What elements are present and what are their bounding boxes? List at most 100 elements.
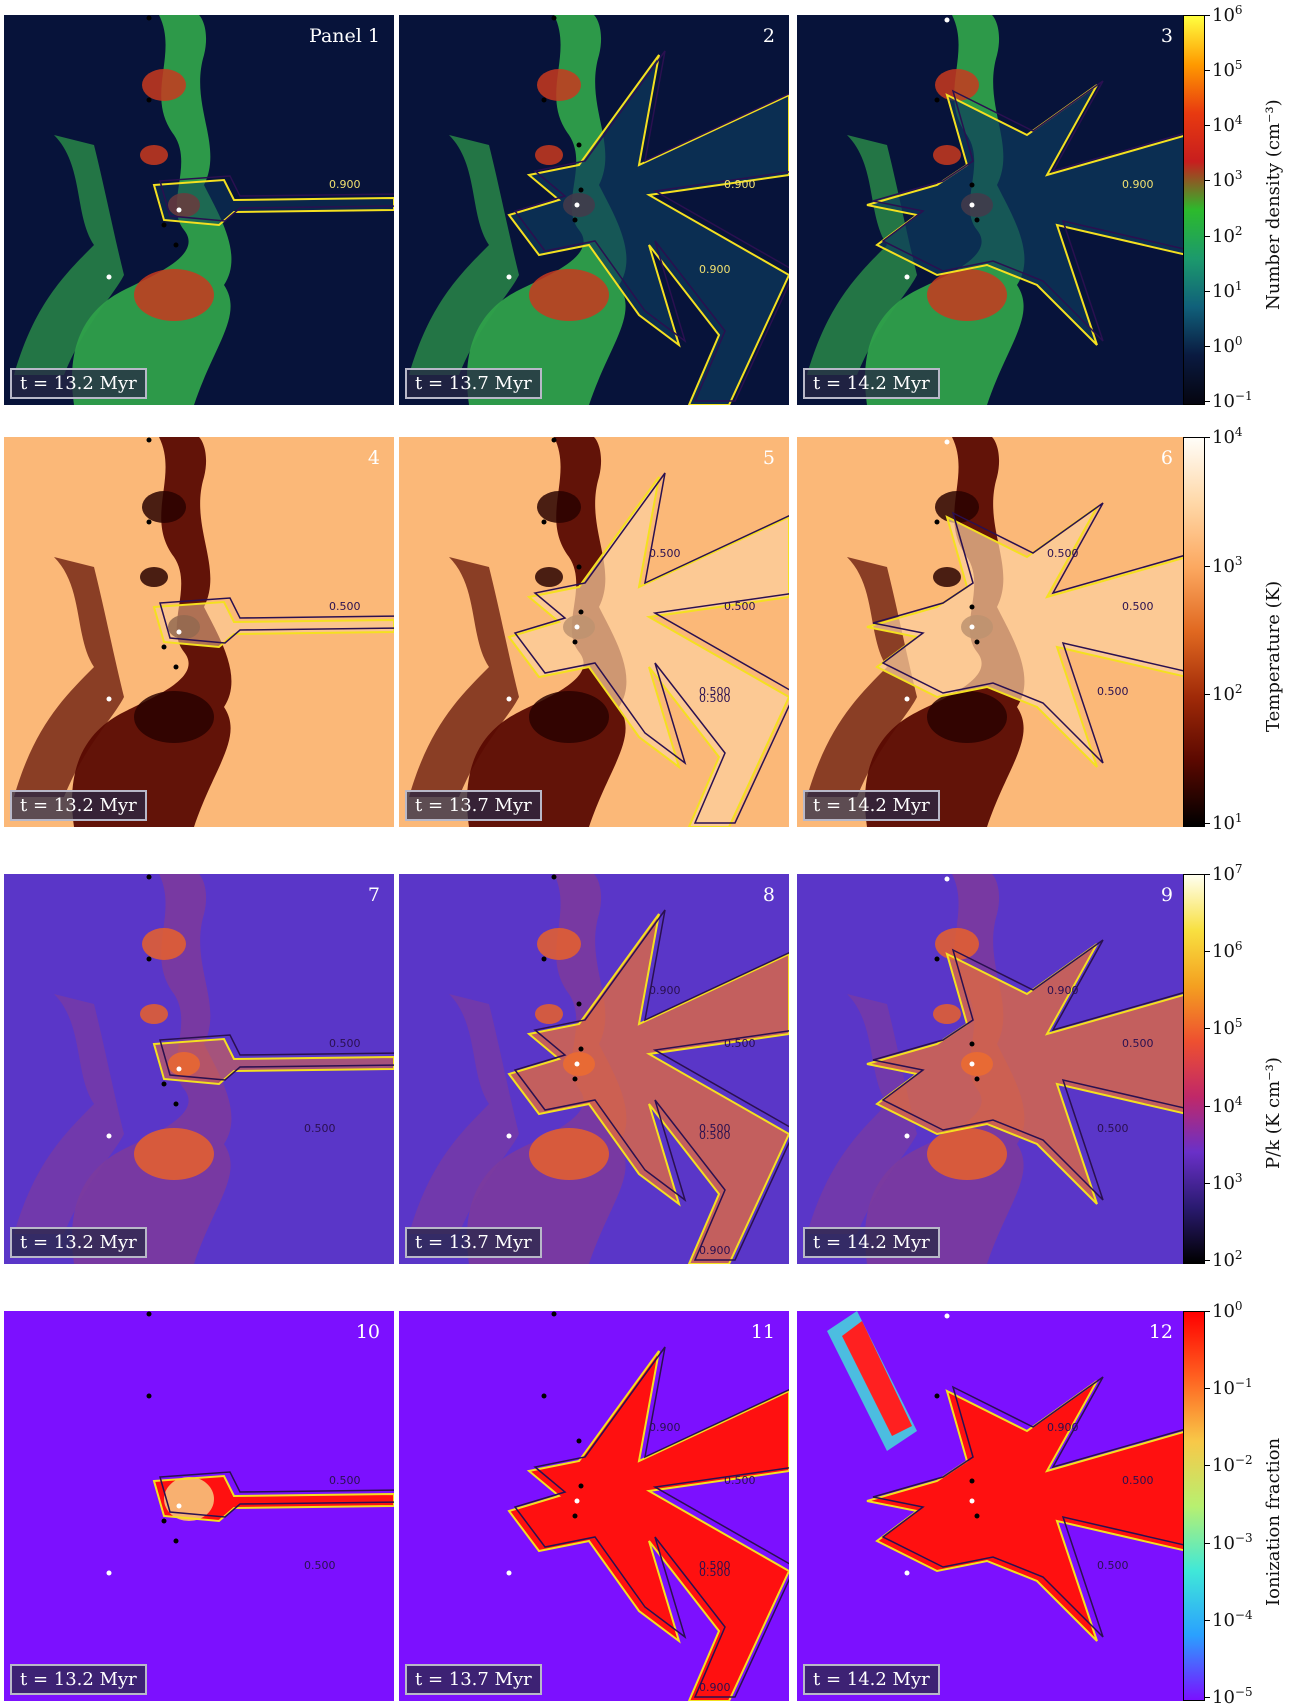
time-label: t = 13.7 Myr [405, 368, 542, 399]
colorbar-tick-mark [1204, 1311, 1210, 1312]
colorbar-tick-mark [1204, 1542, 1210, 1544]
colorbar-tick-label: 105 [1212, 1016, 1243, 1039]
contour-label: 0.500 [699, 1566, 731, 1579]
panel-number: 10 [355, 1321, 380, 1343]
colorbar-tick-mark [1204, 401, 1210, 402]
colorbar-tick-mark [1204, 951, 1210, 953]
tick-exponent: 4 [1234, 113, 1243, 128]
colorbar-tick-label: 102 [1212, 224, 1243, 247]
contour-label: 0.900 [699, 1681, 731, 1694]
panel-pressure-3: 0.500 0.500 0.900 9 t = 14.2 Myr [797, 874, 1187, 1264]
colorbar-tick-mark [1204, 70, 1210, 72]
panel-image: 0.900 [797, 15, 1187, 405]
tick-base: 10 [1212, 225, 1235, 247]
contour-label: 0.500 [304, 1122, 336, 1135]
tick-exponent: 7 [1234, 862, 1243, 876]
tick-exponent: −1 [1234, 1376, 1253, 1391]
panel-density-2: 0.900 0.900 2 t = 13.7 Myr [399, 15, 789, 405]
contour-label: 0.500 [724, 1037, 756, 1050]
colorbar-density [1183, 15, 1205, 405]
panel-ionization-2: 0.500 0.500 0.900 0.500 0.900 11 t = 13.7 Myr [399, 1311, 789, 1701]
colorbar-tick-label: 102 [1212, 682, 1243, 705]
contour-label: 0.500 [699, 1129, 731, 1142]
colorbar-temperature [1183, 437, 1205, 827]
tick-exponent: 3 [1234, 553, 1243, 568]
panel-number: 12 [1148, 1321, 1173, 1343]
contour-label: 0.500 [1097, 1559, 1129, 1572]
tick-base: 10 [1212, 1378, 1235, 1400]
tick-exponent: 3 [1234, 168, 1243, 183]
time-label: t = 13.2 Myr [10, 368, 147, 399]
colorbar-tick-mark [1204, 823, 1210, 824]
panel-number: 6 [1160, 447, 1173, 469]
colorbar-tick-mark [1204, 235, 1210, 237]
contour-label: 0.500 [649, 547, 681, 560]
panel-number: Panel 1 [309, 25, 380, 47]
colorbar-ionization [1183, 1311, 1205, 1701]
colorbar-tick-mark [1204, 345, 1210, 347]
contour-label: 0.900 [1122, 178, 1154, 191]
colorbar-tick-label: 100 [1212, 1299, 1243, 1322]
colorbar-tick-mark [1204, 1182, 1210, 1184]
tick-exponent: 4 [1234, 1093, 1243, 1108]
tick-base: 10 [1212, 684, 1235, 706]
contour-label: 0.900 [699, 1244, 731, 1257]
colorbar-tick-mark [1204, 15, 1210, 16]
colorbar-tick-mark [1204, 1619, 1210, 1621]
panel-temperature-1: 0.500 4 t = 13.2 Myr [4, 437, 394, 827]
time-label: t = 13.7 Myr [405, 790, 542, 821]
tick-base: 10 [1212, 1609, 1235, 1631]
colorbar-tick-mark [1204, 1105, 1210, 1107]
panel-image: 0.900 0.900 [399, 15, 789, 405]
colorbar-tick-label: 106 [1212, 939, 1243, 962]
colorbar-tick-mark [1204, 125, 1210, 127]
colorbar-tick-label: 105 [1212, 58, 1243, 81]
contour-label: 0.500 [699, 1559, 731, 1572]
colorbar-tick-label: 104 [1212, 425, 1243, 448]
colorbar-tick-label: 101 [1212, 811, 1243, 834]
contour-label: 0.500 [1122, 1037, 1154, 1050]
colorbar-tick-label: 104 [1212, 113, 1243, 136]
panel-pressure-1: 0.500 0.500 7 t = 13.2 Myr [4, 874, 394, 1264]
tick-exponent: −3 [1234, 1530, 1253, 1545]
tick-exponent: 2 [1234, 1248, 1243, 1262]
tick-base: 10 [1212, 813, 1235, 834]
tick-exponent: 2 [1234, 682, 1243, 697]
colorbar-tick-mark [1204, 180, 1210, 182]
tick-exponent: 6 [1234, 3, 1243, 17]
contour-label: 0.500 [724, 600, 756, 613]
colorbar-tick-label: 100 [1212, 334, 1243, 357]
contour-label: 0.500 [1122, 1474, 1154, 1487]
tick-base: 10 [1212, 427, 1235, 448]
panel-number: 11 [750, 1321, 775, 1343]
tick-exponent: 1 [1234, 811, 1243, 825]
colorbar-tick-mark [1204, 1465, 1210, 1467]
panel-density-1: 0.900 Panel 1 t = 13.2 Myr [4, 15, 394, 405]
colorbar-tick-label: 104 [1212, 1094, 1243, 1117]
time-label: t = 13.2 Myr [10, 1227, 147, 1258]
panel-density-3: 0.900 3 t = 14.2 Myr [797, 15, 1187, 405]
colorbar-tick-mark [1204, 1388, 1210, 1390]
contour-label: 0.900 [699, 263, 731, 276]
colorbar-tick-mark [1204, 1697, 1210, 1698]
contour-label: 0.500 [699, 1122, 731, 1135]
panel-ionization-1: 0.500 0.500 10 t = 13.2 Myr [4, 1311, 394, 1701]
contour-label: 0.900 [724, 178, 756, 191]
colorbar-label: P/k (K cm⁻³) [1263, 1057, 1284, 1169]
colorbar-label: Number density (cm⁻³) [1263, 99, 1284, 310]
contour-label: 0.900 [649, 1421, 681, 1434]
panel-number: 8 [762, 884, 775, 906]
colorbar-tick-mark [1204, 874, 1210, 875]
colorbar-tick-label: 107 [1212, 862, 1243, 885]
colorbar-label: Ionization fraction [1263, 1437, 1284, 1606]
tick-exponent: −2 [1234, 1453, 1253, 1468]
colorbar-tick-label: 103 [1212, 168, 1243, 191]
tick-base: 10 [1212, 5, 1235, 26]
tick-base: 10 [1212, 941, 1235, 963]
tick-exponent: 0 [1234, 333, 1243, 348]
tick-base: 10 [1212, 335, 1235, 357]
colorbar-tick-label: 10−1 [1212, 389, 1253, 412]
tick-exponent: 5 [1234, 58, 1243, 73]
